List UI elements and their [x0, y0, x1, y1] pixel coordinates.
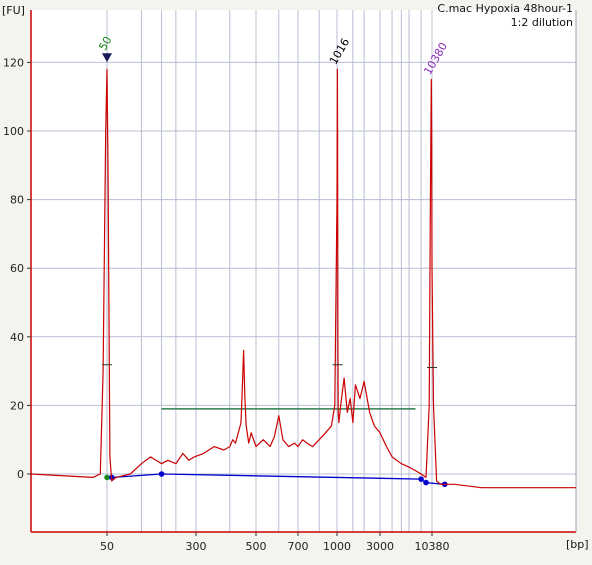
peak-marker-triangle [102, 53, 112, 63]
x-tick-label: 10380 [415, 540, 450, 553]
x-tick-label: 700 [288, 540, 309, 553]
x-axis-unit: [bp] [566, 538, 589, 551]
y-tick-label: 40 [10, 331, 24, 344]
baseline-point [104, 474, 110, 481]
plot-area [31, 10, 576, 532]
baseline-point [158, 471, 165, 477]
y-tick-label: 0 [17, 468, 24, 481]
y-tick-label: 100 [3, 125, 24, 138]
chart-title: C.mac Hypoxia 48hour-1 [437, 2, 573, 15]
y-axis-unit: [FU] [2, 4, 25, 17]
trace-line [30, 68, 576, 489]
axis-labels: 0 20 40 60 80 100 120 50 300 500 700 1000 3000 10380 [3, 56, 450, 553]
y-tick-label: 20 [10, 399, 24, 412]
axes [30, 10, 577, 533]
signal-trace [30, 68, 576, 489]
x-tick-label: 3000 [366, 540, 394, 553]
y-tick-label: 60 [10, 262, 24, 275]
baseline-point [418, 476, 424, 482]
y-tick-label: 80 [10, 194, 24, 207]
peak-label: 50 [96, 34, 114, 53]
chart-subtitle: 1:2 dilution [511, 16, 573, 29]
y-tick-label: 120 [3, 56, 24, 69]
x-tick-label: 50 [100, 540, 114, 553]
x-tick-label: 300 [186, 540, 207, 553]
baseline-point [423, 479, 429, 486]
x-tick-label: 1000 [323, 540, 351, 553]
grid-lines [31, 10, 576, 532]
x-tick-label: 500 [246, 540, 267, 553]
